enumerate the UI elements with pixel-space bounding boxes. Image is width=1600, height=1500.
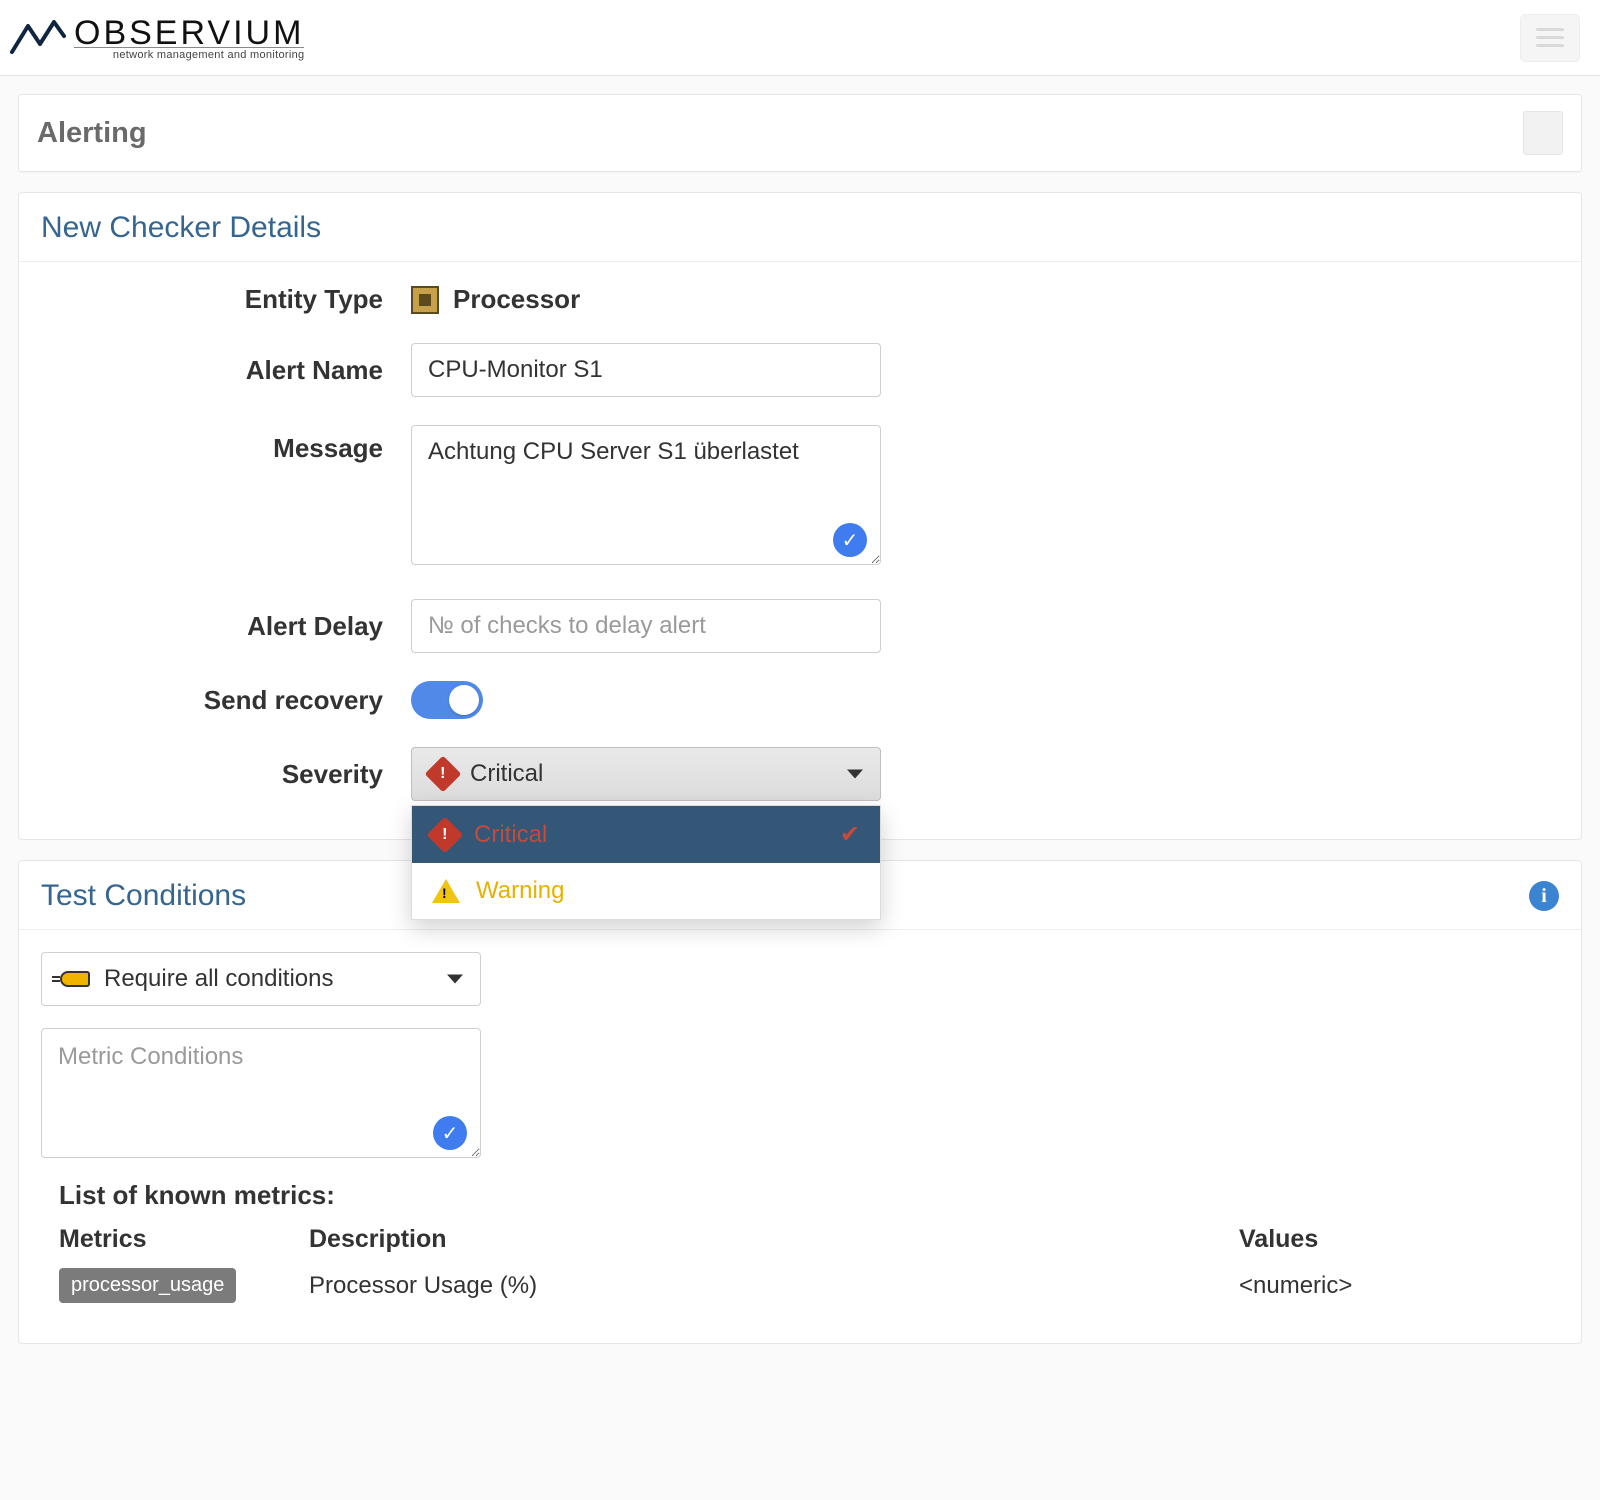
severity-select-display[interactable]: ! Critical: [411, 747, 881, 801]
checker-panel: New Checker Details Entity Type Processo…: [18, 192, 1582, 840]
conditions-mode-select[interactable]: Require all conditions: [41, 952, 481, 1006]
metrics-table-row: processor_usage Processor Usage (%) <num…: [59, 1268, 1559, 1303]
brand[interactable]: OBSERVIUM network management and monitor…: [0, 14, 304, 61]
metric-tag: processor_usage: [59, 1268, 236, 1303]
message-valid-icon: ✓: [833, 523, 867, 557]
severity-select[interactable]: ! Critical ! Critical ✔ ! Warning: [411, 747, 881, 801]
plug-icon: [60, 971, 90, 987]
brand-name: OBSERVIUM: [74, 14, 304, 53]
navbar: OBSERVIUM network management and monitor…: [0, 0, 1600, 76]
metrics-table-head: Metrics Description Values: [59, 1225, 1559, 1254]
alert-delay-input[interactable]: [411, 599, 881, 653]
severity-option-warning[interactable]: ! Warning: [412, 863, 880, 919]
severity-option-label: Critical: [474, 821, 547, 849]
label-severity: Severity: [41, 759, 411, 790]
col-metrics: Metrics: [59, 1225, 299, 1254]
row-send-recovery: Send recovery: [41, 681, 1559, 719]
check-icon: ✔: [840, 820, 860, 849]
alerting-header: Alerting: [18, 94, 1582, 172]
row-alert-name: Alert Name: [41, 343, 1559, 397]
col-values: Values: [1239, 1225, 1559, 1254]
conditions-mode-display[interactable]: Require all conditions: [41, 952, 481, 1006]
chevron-down-icon: [847, 770, 863, 779]
col-description: Description: [309, 1225, 1229, 1254]
metric-description: Processor Usage (%): [309, 1272, 1229, 1300]
alerting-title: Alerting: [37, 117, 147, 150]
label-message: Message: [41, 425, 411, 464]
entity-type-text: Processor: [453, 284, 580, 315]
row-message: Message ✓: [41, 425, 1559, 571]
known-metrics-heading: List of known metrics:: [59, 1180, 1559, 1211]
label-alert-delay: Alert Delay: [41, 611, 411, 642]
message-textarea[interactable]: [411, 425, 881, 565]
metric-conditions-textarea[interactable]: [41, 1028, 481, 1158]
known-metrics: List of known metrics: Metrics Descripti…: [41, 1180, 1559, 1303]
severity-option-critical[interactable]: ! Critical ✔: [412, 806, 880, 863]
test-conditions-title: Test Conditions: [41, 879, 246, 913]
checker-panel-header: New Checker Details: [19, 193, 1581, 262]
info-icon[interactable]: i: [1529, 881, 1559, 911]
label-alert-name: Alert Name: [41, 355, 411, 386]
label-entity-type: Entity Type: [41, 284, 411, 315]
severity-option-label: Warning: [476, 877, 564, 905]
brand-logo-icon: [10, 16, 66, 60]
send-recovery-toggle[interactable]: [411, 681, 483, 719]
alerting-collapse-button[interactable]: [1523, 111, 1563, 155]
conditions-mode-label: Require all conditions: [104, 965, 333, 993]
critical-icon: !: [427, 816, 464, 853]
metric-valid-icon: ✓: [433, 1116, 467, 1150]
critical-icon: !: [425, 756, 462, 793]
label-send-recovery: Send recovery: [41, 685, 411, 716]
hamburger-menu-button[interactable]: [1520, 14, 1580, 62]
entity-type-value: Processor: [411, 284, 580, 315]
row-entity-type: Entity Type Processor: [41, 284, 1559, 315]
checker-panel-title: New Checker Details: [41, 211, 321, 245]
test-conditions-panel: Test Conditions i Require all conditions…: [18, 860, 1582, 1344]
row-severity: Severity ! Critical ! Critical ✔: [41, 747, 1559, 801]
cpu-icon: [411, 286, 439, 314]
chevron-down-icon: [447, 975, 463, 984]
severity-dropdown: ! Critical ✔ ! Warning: [411, 805, 881, 920]
alert-name-input[interactable]: [411, 343, 881, 397]
metric-values: <numeric>: [1239, 1272, 1559, 1300]
severity-selected-label: Critical: [470, 760, 543, 788]
warning-icon: !: [432, 879, 460, 903]
row-alert-delay: Alert Delay: [41, 599, 1559, 653]
